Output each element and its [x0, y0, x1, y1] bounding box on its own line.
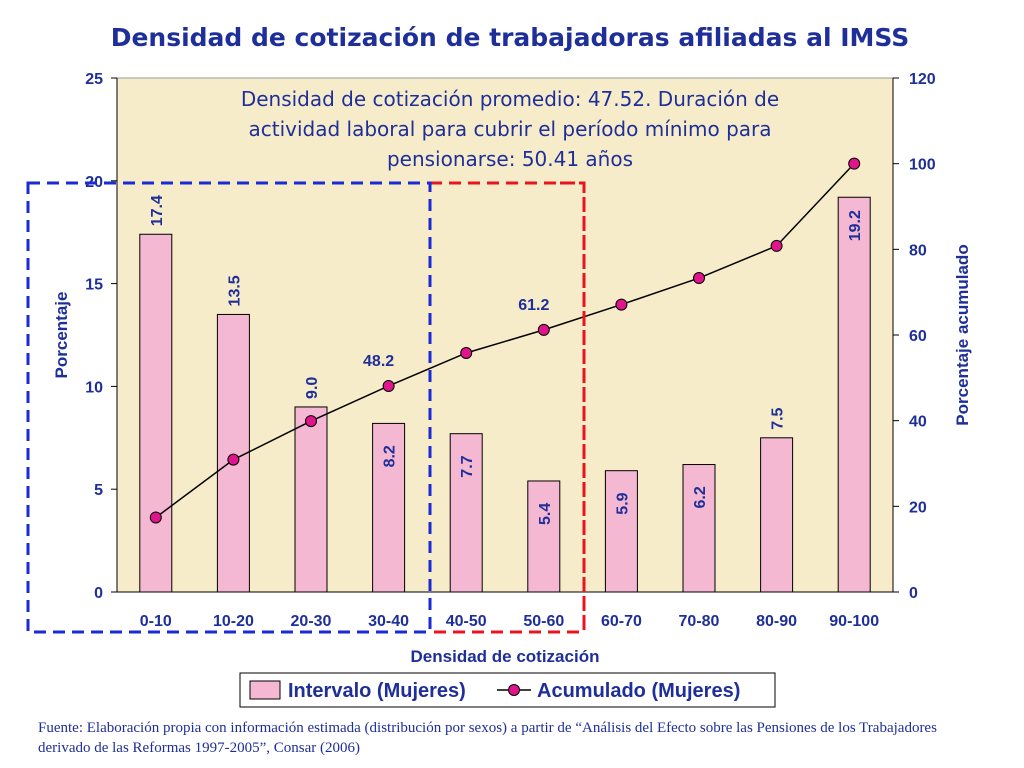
- legend-bar-swatch: [249, 680, 281, 700]
- cumulative-point: [460, 346, 473, 359]
- bar: [837, 196, 871, 593]
- legend-marker-swatch: [508, 684, 520, 696]
- annotation-line: Densidad de cotización promedio: 47.52. …: [241, 87, 779, 111]
- bar: [527, 480, 561, 593]
- bar-data-label: 5.4: [537, 503, 554, 525]
- y2-tick-label: 120: [909, 71, 936, 88]
- y-tick-label: 25: [85, 71, 103, 88]
- bar: [294, 406, 328, 593]
- annotation-line: actividad laboral para cubrir el período…: [249, 117, 772, 141]
- y-tick-label: 15: [85, 277, 103, 294]
- x-axis-title: Densidad de cotización: [411, 647, 600, 666]
- x-tick-label: 80-90: [756, 613, 797, 630]
- bar-data-label: 19.2: [847, 210, 864, 241]
- y2-tick-label: 20: [909, 499, 927, 516]
- bar: [604, 470, 638, 593]
- x-tick-label: 30-40: [368, 613, 409, 630]
- cumulative-line: [155, 163, 855, 519]
- x-tick-label: 70-80: [679, 613, 720, 630]
- x-tick-label: 60-70: [601, 613, 642, 630]
- source-note: Fuente: Elaboración propia con informaci…: [38, 720, 937, 756]
- x-tick-label: 0-10: [140, 613, 172, 630]
- cumulative-point: [693, 272, 705, 285]
- bar-data-label: 7.5: [770, 407, 787, 429]
- cumulative-point: [305, 415, 317, 428]
- annotation-line: pensionarse: 50.41 años: [387, 147, 633, 171]
- cumulative-point: [848, 157, 861, 170]
- y2-axis-title: Porcentaje acumulado: [953, 244, 972, 425]
- bar: [216, 313, 250, 593]
- bar: [760, 437, 794, 593]
- x-tick-label: 90-100: [829, 613, 879, 630]
- y2-tick-label: 100: [909, 157, 936, 174]
- bar-data-label: 9.0: [304, 377, 321, 399]
- legend-bar-label: Intervalo (Mujeres): [288, 680, 466, 702]
- x-tick-label: 50-60: [523, 613, 564, 630]
- bar-data-label: 8.2: [382, 445, 399, 467]
- cumulative-point: [227, 453, 240, 466]
- legend-line-label: Acumulado (Mujeres): [537, 680, 740, 702]
- bar-data-label: 17.4: [149, 195, 166, 226]
- blue-highlight-box: [26, 181, 432, 634]
- x-tick-label: 20-30: [291, 613, 332, 630]
- x-tick-label: 40-50: [446, 613, 487, 630]
- cumulative-point: [149, 511, 162, 524]
- y2-tick-label: 80: [909, 242, 927, 259]
- bar-data-label: 13.5: [226, 275, 243, 306]
- cumulative-data-label: 61.2: [518, 297, 549, 314]
- y2-tick-label: 60: [909, 328, 927, 345]
- y-tick-label: 10: [85, 379, 103, 396]
- y2-tick-label: 0: [909, 585, 918, 602]
- y2-tick-label: 40: [909, 414, 927, 431]
- bar-data-label: 5.9: [614, 492, 631, 514]
- cumulative-data-label: 48.2: [363, 353, 394, 370]
- annotation: Densidad de cotización promedio: 47.52. …: [241, 87, 779, 171]
- bar-data-label: 6.2: [692, 486, 709, 508]
- y-axis-title: Porcentaje: [52, 292, 71, 379]
- bar: [372, 422, 406, 593]
- x-tick-label: 10-20: [213, 613, 254, 630]
- bar-data-label: 7.7: [459, 455, 476, 477]
- y-tick-label: 0: [94, 585, 103, 602]
- cumulative-point: [382, 379, 395, 392]
- bar: [139, 233, 173, 593]
- cumulative-point: [770, 239, 783, 252]
- chart-title: Densidad de cotización de trabajadoras a…: [111, 23, 910, 52]
- bar: [682, 464, 716, 593]
- red-highlight-box: [428, 181, 586, 634]
- y-tick-label: 5: [94, 482, 103, 499]
- cumulative-point: [615, 298, 628, 311]
- legend: Intervalo (Mujeres) Acumulado (Mujeres): [239, 672, 776, 708]
- cumulative-point: [537, 323, 550, 336]
- bar: [449, 433, 483, 593]
